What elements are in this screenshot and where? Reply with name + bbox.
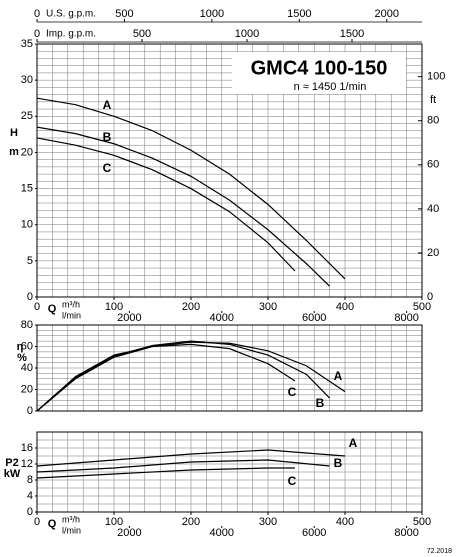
x-tick-label: 200	[182, 516, 200, 528]
y-axis-label: kW	[4, 468, 21, 480]
y2-tick-label: 40	[427, 203, 439, 215]
curve-label: A	[349, 436, 358, 450]
x2-tick-label: 6000	[302, 527, 326, 539]
x-axis-label: Q	[48, 303, 57, 315]
top-tick-label: 2000	[375, 8, 399, 20]
curve	[36, 340, 331, 412]
x-tick-label: 100	[105, 301, 123, 313]
y-tick-label: 60	[21, 340, 33, 352]
y-tick-label: 30	[21, 74, 33, 86]
x2-tick-label: 2000	[117, 527, 141, 539]
curve-label: C	[288, 474, 297, 488]
y-tick-label: 4	[27, 490, 33, 502]
x2-tick-label: 8000	[394, 312, 418, 324]
y2-tick-label: 80	[427, 115, 439, 127]
y2-tick-label: 60	[427, 159, 439, 171]
y-tick-label: 40	[21, 362, 33, 374]
top-tick-label: 500	[133, 28, 151, 40]
x-axis-unit: m³/h	[62, 299, 80, 309]
y-tick-label: 5	[27, 255, 33, 267]
top-tick-label: 0	[34, 8, 40, 20]
top-tick-label: 1500	[287, 8, 311, 20]
y-tick-label: 8	[27, 474, 33, 486]
y-tick-label: 35	[21, 38, 33, 50]
x-axis-unit: m³/h	[62, 514, 80, 524]
x-tick-label: 300	[259, 516, 277, 528]
top-axis-label: U.S. g.p.m.	[46, 9, 96, 20]
top-tick-label: 1500	[340, 28, 364, 40]
curve	[36, 341, 346, 412]
y-axis-label: m	[9, 146, 19, 158]
curve	[36, 459, 330, 473]
chart-subtitle: n ≈ 1450 1/min	[294, 81, 367, 93]
curve-label: B	[316, 396, 325, 410]
x-tick-label: 100	[105, 516, 123, 528]
y-tick-label: 12	[21, 458, 33, 470]
y-tick-label: 20	[21, 383, 33, 395]
y-axis-label: P2	[5, 457, 18, 469]
x2-tick-label: 6000	[302, 312, 326, 324]
footer: 72.2018	[427, 548, 452, 555]
x-axis-label: Q	[48, 518, 57, 530]
x-tick-label: 0	[34, 516, 40, 528]
y-tick-label: 16	[21, 442, 33, 454]
curve	[36, 467, 295, 479]
y-tick-label: 0	[27, 291, 33, 303]
curve	[36, 97, 346, 280]
y-tick-label: 0	[27, 506, 33, 518]
y-tick-label: 10	[21, 219, 33, 231]
curve-label: A	[334, 369, 343, 383]
x-tick-label: 500	[413, 301, 431, 313]
top-tick-label: 1000	[200, 8, 224, 20]
curve-label: B	[103, 130, 112, 144]
curve-label: B	[334, 456, 343, 470]
chart-title: GMC4 100-150	[251, 57, 388, 79]
x2-axis-label: l/min	[62, 525, 81, 535]
y2-tick-label: 100	[427, 71, 445, 83]
x2-axis-label: l/min	[62, 310, 81, 320]
top-tick-label: 500	[115, 8, 133, 20]
x-tick-label: 300	[259, 301, 277, 313]
title-box	[232, 52, 406, 94]
x2-tick-label: 4000	[210, 312, 234, 324]
y-tick-label: 80	[21, 319, 33, 331]
y-tick-label: 0	[27, 405, 33, 417]
curve	[36, 449, 346, 467]
top-tick-label: 0	[34, 28, 40, 40]
y2-tick-label: 20	[427, 247, 439, 259]
x-tick-label: 400	[336, 516, 354, 528]
x-tick-label: 500	[413, 516, 431, 528]
y-axis-label: %	[17, 352, 27, 364]
y-tick-label: 15	[21, 182, 33, 194]
y-axis-label: η	[17, 341, 24, 353]
y2-axis-label: ft	[430, 94, 436, 106]
top-axis-label: Imp. g.p.m.	[46, 29, 96, 40]
x-tick-label: 200	[182, 301, 200, 313]
x2-tick-label: 8000	[394, 527, 418, 539]
y2-tick-label: 0	[427, 291, 433, 303]
x2-tick-label: 4000	[210, 527, 234, 539]
y-tick-label: 20	[21, 146, 33, 158]
y-axis-label: H	[10, 127, 18, 139]
curve	[36, 137, 296, 272]
plot-frame	[36, 43, 423, 298]
curve-label: A	[103, 98, 112, 112]
x2-tick-label: 2000	[117, 312, 141, 324]
y-tick-label: 25	[21, 110, 33, 122]
top-tick-label: 1000	[235, 28, 259, 40]
curve	[36, 126, 331, 287]
curve-label: C	[103, 161, 112, 175]
x-tick-label: 0	[34, 301, 40, 313]
x-tick-label: 400	[336, 301, 354, 313]
curve	[36, 343, 296, 412]
curve-label: C	[288, 385, 297, 399]
